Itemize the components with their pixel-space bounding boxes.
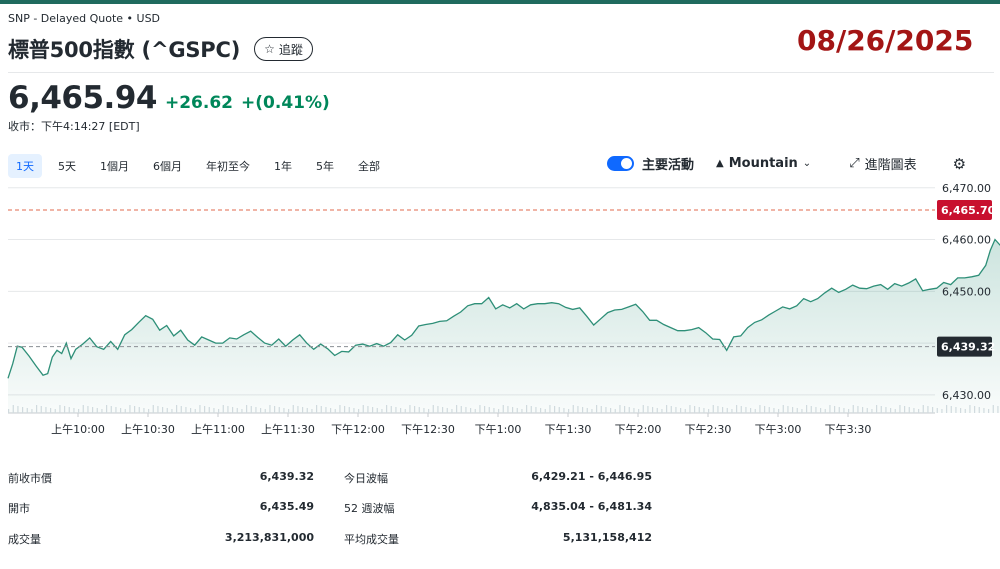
x-axis: 上午10:00 上午10:30 上午11:00 上午11:30 下午12:00 下午12:… (51, 413, 871, 436)
y-tick-label: 6,450.00 (942, 285, 991, 298)
expand-icon: ⤢ (849, 156, 860, 171)
chart-type-label: Mountain (728, 156, 798, 171)
x-tick-label: 下午3:00 (755, 423, 802, 436)
previous-close-tag: 6,439.32 (937, 336, 995, 357)
current-price: 6,465.94 (8, 80, 157, 116)
chevron-down-icon: ⌄ (802, 158, 812, 169)
stat-prev-close: 前收市價 6,439.32 (8, 470, 314, 486)
y-axis: 6,470.006,460.006,450.006,440.006,430.00 (942, 182, 991, 402)
stat-avg-volume: 平均成交量 5,131,158,412 (344, 531, 652, 547)
current-price-tag: 6,465.70 (937, 200, 996, 221)
current-price-tag-text: 6,465.70 (941, 204, 996, 217)
toggle-switch[interactable] (607, 156, 634, 171)
x-tick-label: 下午3:30 (825, 423, 872, 436)
quote-source: SNP - Delayed Quote • USD (8, 12, 161, 25)
stat-value: 6,435.49 (259, 500, 314, 513)
stat-day-range: 今日波幅 6,429.21 - 6,446.95 (344, 470, 652, 486)
chart-tools: 主要活動 ▲ Mountain ⌄ ⤢ 進階圖表 ⚙ (607, 154, 966, 173)
price-area (8, 239, 1000, 413)
range-tab[interactable]: 1個月 (100, 160, 129, 173)
follow-label: 追蹤 (278, 42, 303, 57)
stat-label: 前收市價 (8, 472, 52, 485)
key-events-label: 主要活動 (642, 158, 695, 173)
x-tick-label: 下午2:00 (615, 423, 662, 436)
price-change-percent: +(0.41%) (241, 93, 330, 113)
settings-button[interactable]: ⚙ (953, 155, 966, 173)
stat-value: 6,439.32 (259, 470, 314, 483)
date-stamp: 08/26/2025 (797, 24, 974, 57)
stat-volume: 成交量 3,213,831,000 (8, 531, 314, 547)
x-tick-label: 上午11:00 (191, 423, 245, 436)
price-chart[interactable]: 6,470.006,460.006,450.006,440.006,430.00… (0, 180, 1000, 442)
previous-close-tag-bg (937, 336, 992, 357)
current-price-tag-bg (937, 200, 992, 221)
advanced-chart-button[interactable]: ⤢ 進階圖表 (849, 154, 916, 173)
key-events-toggle[interactable]: 主要活動 (607, 154, 694, 173)
range-tab[interactable]: 1天 (8, 154, 42, 178)
y-tick-label: 6,430.00 (942, 389, 991, 402)
market-close-time: 收市：下午4:14:27 [EDT] (8, 120, 140, 133)
range-tab[interactable]: 5天 (58, 160, 76, 173)
x-tick-label: 上午10:00 (51, 423, 105, 436)
range-tab[interactable]: 6個月 (153, 160, 182, 173)
stat-label: 52 週波幅 (344, 502, 395, 515)
stat-open: 開市 6,435.49 (8, 500, 314, 516)
price-change: +26.62 (164, 93, 234, 113)
x-tick-label: 上午11:30 (261, 423, 315, 436)
page-title: 標普500指數 (^GSPC) (8, 38, 241, 62)
stat-label: 今日波幅 (344, 472, 388, 485)
x-tick-label: 下午1:30 (545, 423, 592, 436)
stat-52wk-range: 52 週波幅 4,835.04 - 6,481.34 (344, 500, 652, 516)
stat-label: 開市 (8, 502, 30, 515)
advanced-chart-label: 進階圖表 (864, 158, 917, 173)
header-divider (8, 72, 994, 73)
range-tab[interactable]: 5年 (316, 160, 334, 173)
stat-value: 6,429.21 - 6,446.95 (531, 470, 652, 483)
x-tick-label: 上午10:30 (121, 423, 175, 436)
stat-value: 5,131,158,412 (562, 531, 652, 544)
title-row: 標普500指數 (^GSPC) ☆ 追蹤 (8, 34, 313, 64)
gear-icon: ⚙ (952, 154, 967, 173)
follow-button[interactable]: ☆ 追蹤 (254, 37, 313, 61)
mountain-icon: ▲ (716, 158, 724, 169)
stat-value: 4,835.04 - 6,481.34 (531, 500, 652, 513)
stat-label: 平均成交量 (344, 533, 399, 546)
x-tick-label: 下午1:00 (475, 423, 522, 436)
range-tab[interactable]: 1年 (274, 160, 292, 173)
x-tick-label: 下午12:30 (401, 423, 455, 436)
stat-label: 成交量 (8, 533, 41, 546)
price-line (7, 238, 1000, 379)
x-tick-label: 下午2:30 (685, 423, 732, 436)
y-tick-label: 6,470.00 (942, 182, 991, 195)
x-tick-label: 下午12:00 (331, 423, 385, 436)
y-tick-label: 6,460.00 (942, 234, 991, 247)
range-tabs: 1天 5天 1個月 6個月 年初至今 1年 5年 全部 (8, 154, 388, 178)
stat-value: 3,213,831,000 (224, 531, 314, 544)
chart-type-dropdown[interactable]: ▲ Mountain ⌄ (716, 156, 811, 171)
range-tab[interactable]: 年初至今 (206, 160, 250, 173)
price-row: 6,465.94 +26.62 +(0.41%) (8, 80, 330, 116)
star-icon: ☆ (264, 42, 275, 56)
previous-close-tag-text: 6,439.32 (941, 341, 995, 354)
top-accent-bar (0, 0, 1000, 4)
range-tab[interactable]: 全部 (358, 160, 380, 173)
